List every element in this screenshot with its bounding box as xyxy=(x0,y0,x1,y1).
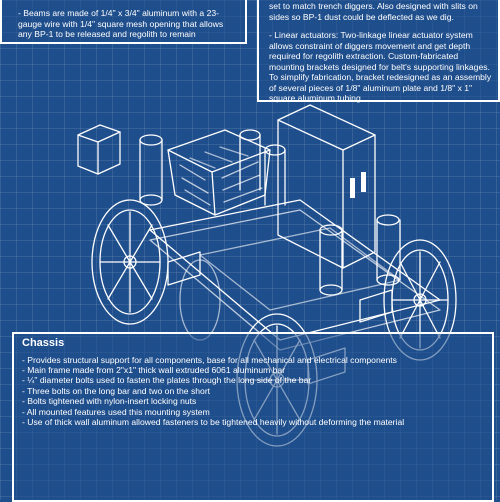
trench-note-text: set to match trench diggers. Also design… xyxy=(269,1,478,22)
actuators-note-text: - Linear actuators: Two-linkage linear a… xyxy=(269,30,492,103)
electronics-box xyxy=(277,104,376,269)
mesh-bucket xyxy=(167,129,271,216)
chassis-item: - Use of thick wall aluminum allowed fas… xyxy=(22,416,405,427)
side-box xyxy=(77,124,121,175)
chassis-item: - Three bolts on the long bar and two on… xyxy=(22,385,211,396)
chassis-item: - Bolts tightened with nylon-insert lock… xyxy=(22,396,197,407)
wheel-rear-left xyxy=(91,199,169,325)
chassis-panel: Chassis - Provides structural support fo… xyxy=(12,332,494,502)
chassis-item: - All mounted features used this mountin… xyxy=(22,406,210,417)
chassis-title: Chassis xyxy=(22,337,65,349)
beams-note-panel: - Beams are made of 1/4" x 3/4" aluminum… xyxy=(0,0,247,44)
chassis-item: - Provides structural support for all co… xyxy=(22,354,397,365)
chassis-frame xyxy=(149,199,441,341)
chassis-item: - Main frame made from 2"x1" thick wall … xyxy=(22,364,286,375)
actuator-cylinders xyxy=(139,129,401,296)
chassis-list: - Provides structural support for all co… xyxy=(22,355,486,428)
beams-note-text: - Beams are made of 1/4" x 3/4" aluminum… xyxy=(18,8,224,39)
actuators-note-panel: set to match trench diggers. Also design… xyxy=(257,0,500,103)
chassis-item: - ¼" diameter bolts used to fasten the p… xyxy=(22,375,312,386)
